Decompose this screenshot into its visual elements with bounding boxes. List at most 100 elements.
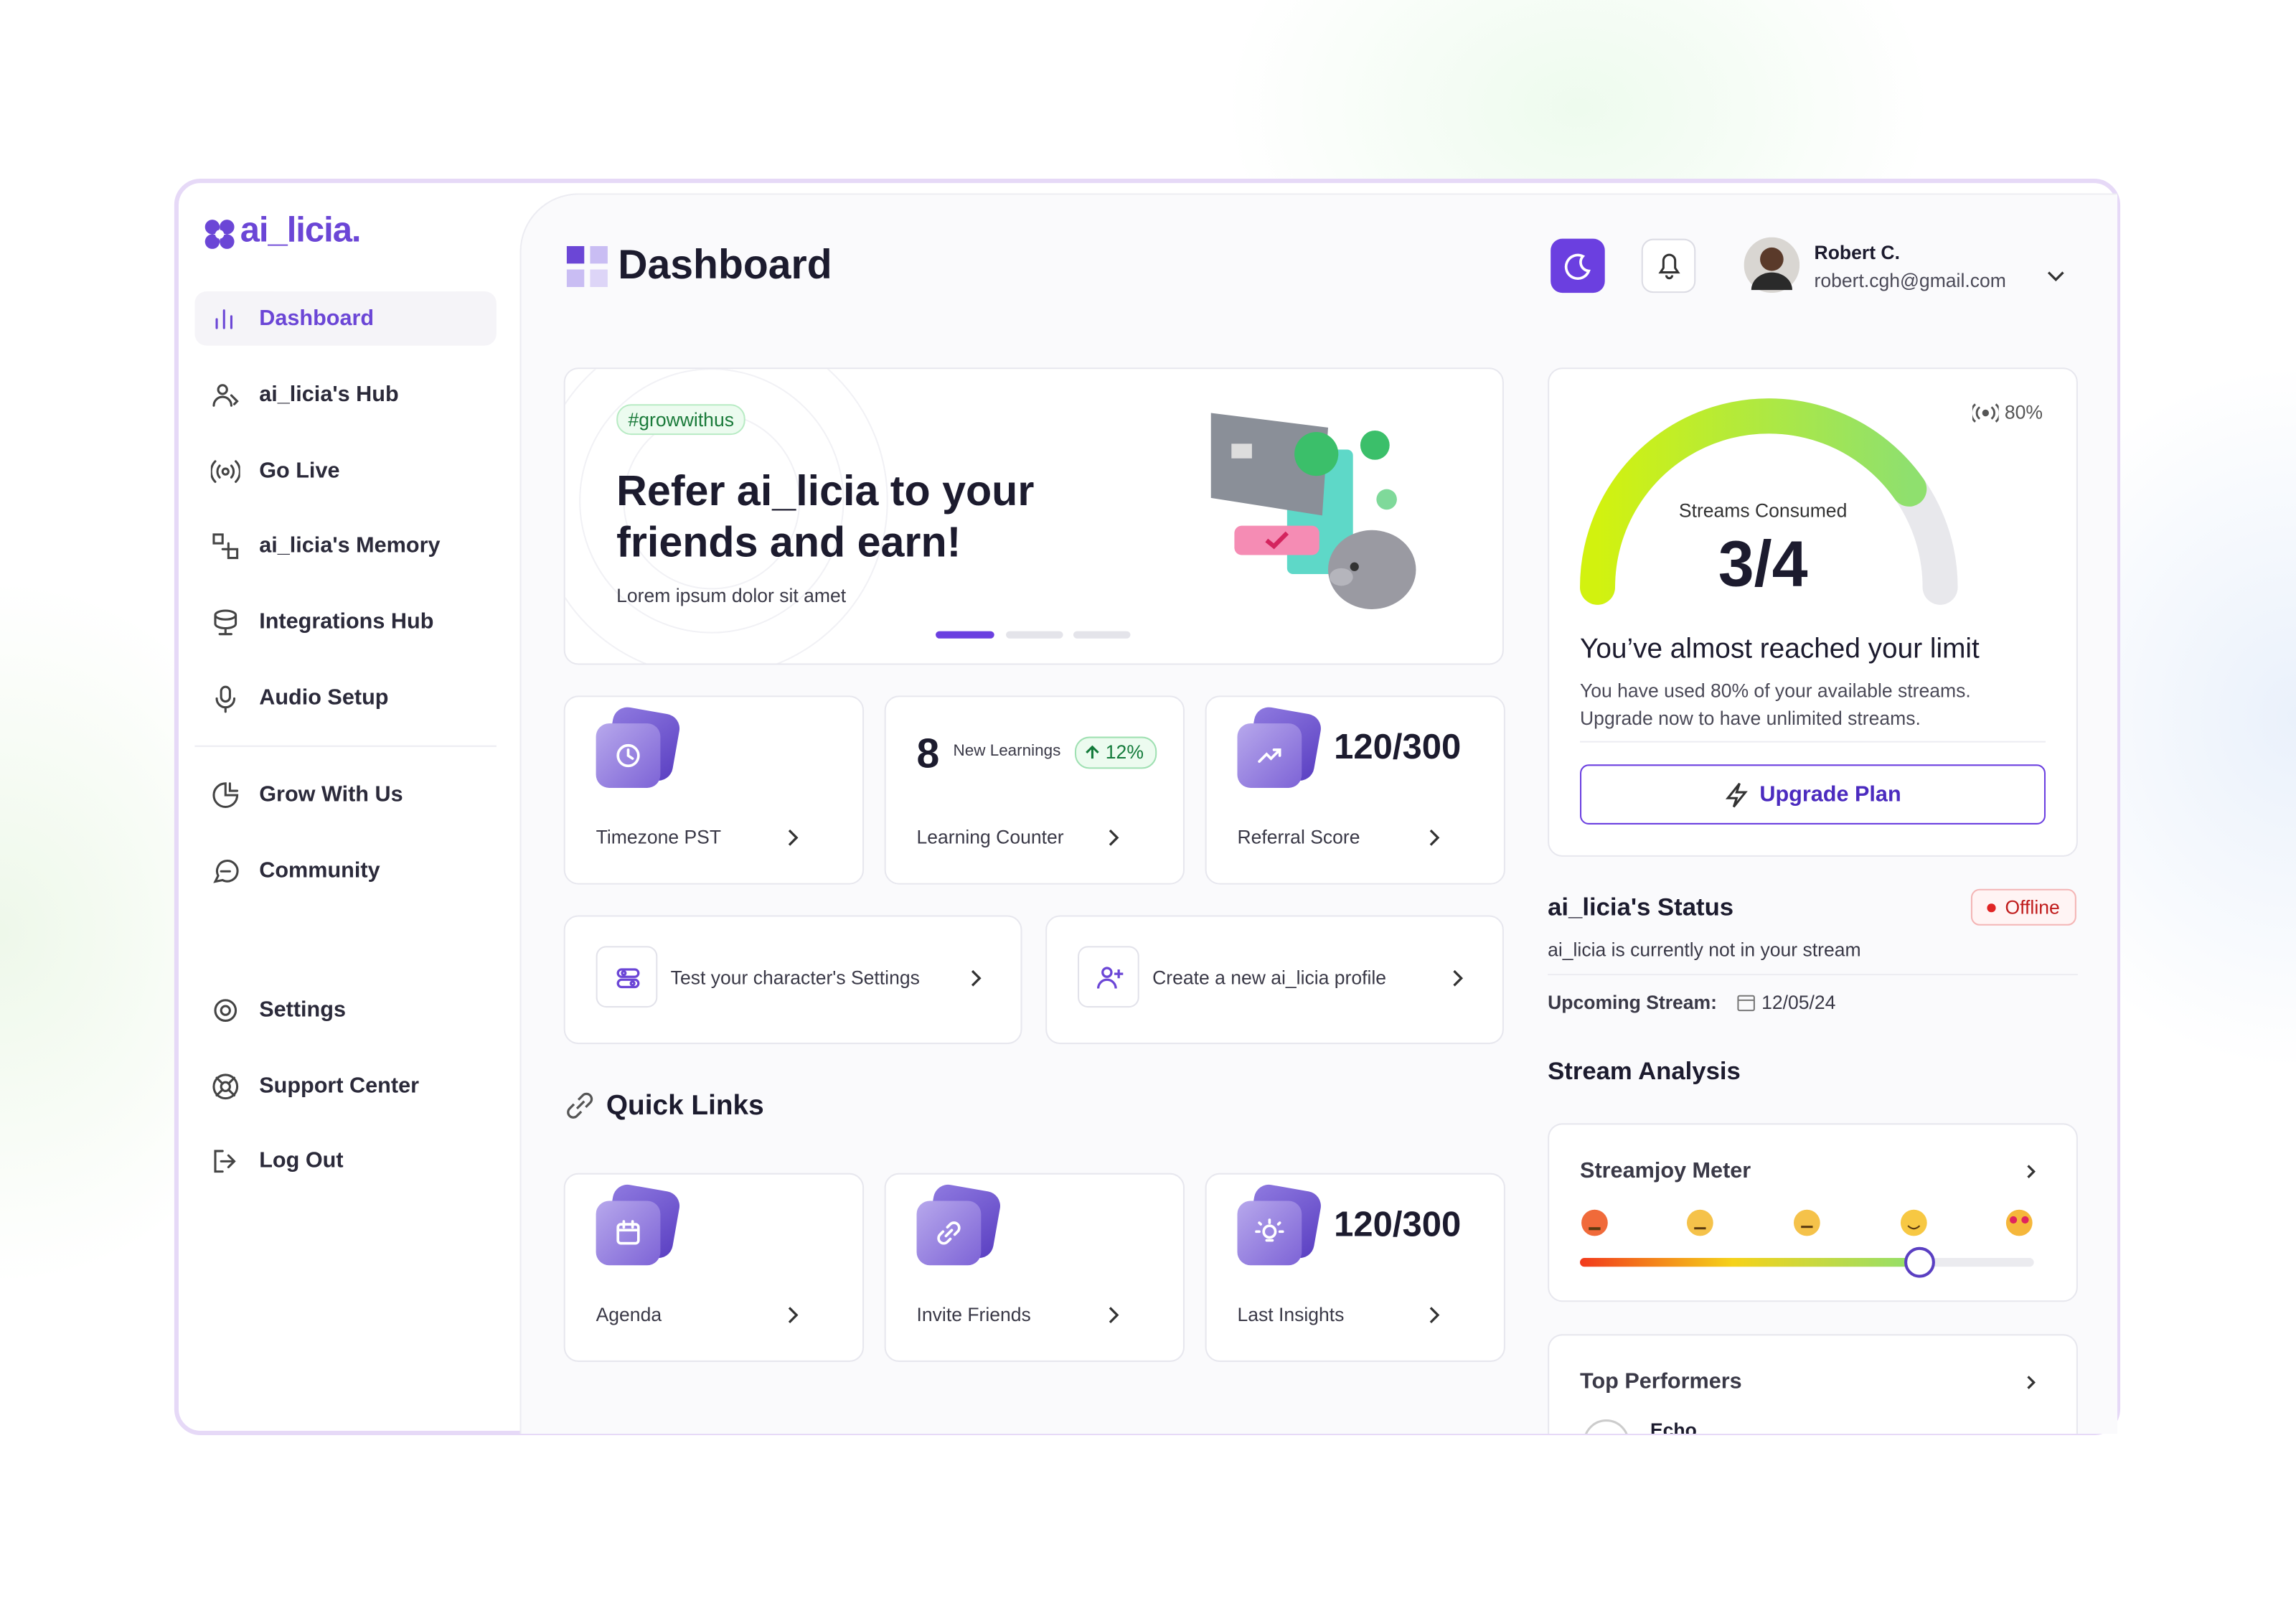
chevron <box>1429 1307 1440 1323</box>
nav-icon <box>213 860 239 883</box>
nav-icon <box>214 999 237 1022</box>
action-icon <box>1078 946 1139 1008</box>
nav-item[interactable]: Dashboard <box>259 306 375 332</box>
page-title: Dashboard <box>618 241 832 287</box>
meter-scale <box>1580 1209 2034 1278</box>
usage-caption: Streams Consumed <box>1678 499 1848 522</box>
banner-illustration <box>1210 413 1416 609</box>
nav-item[interactable]: ai_licia's Memory <box>259 533 441 559</box>
performer-name: Echo <box>1650 1419 1697 1434</box>
chevron <box>1453 969 1464 987</box>
stat-label: Referral Score <box>1237 826 1360 848</box>
carousel-dot[interactable] <box>1006 631 1063 639</box>
carousel-dot[interactable] <box>936 631 994 639</box>
banner-tag: #growwithus <box>616 404 746 436</box>
stat-label: Timezone PST <box>596 826 722 848</box>
nav-item[interactable]: Community <box>259 858 380 883</box>
upcoming-label: Upcoming Stream: <box>1548 991 1717 1014</box>
usage-value: 3/4 <box>1718 528 1808 601</box>
icon-tile <box>916 1201 982 1266</box>
nav-icon <box>212 782 239 808</box>
banner-title: Refer ai_licia to your friends and earn! <box>616 469 1035 567</box>
nav-item[interactable]: Grow With Us <box>259 781 403 807</box>
stat-value: 8 <box>916 731 940 776</box>
nav-icon <box>212 383 239 407</box>
upcoming-date: 12/05/24 <box>1761 991 1836 1014</box>
nav-item[interactable]: ai_licia's Hub <box>259 382 399 407</box>
nav-icon <box>214 609 237 636</box>
banner-subtitle: Lorem ipsum dolor sit amet <box>616 584 847 606</box>
usage-text: You have used 80% of your available stre… <box>1580 679 1971 730</box>
usage-title: You’ve almost reached your limit <box>1580 634 1980 665</box>
calendar-icon <box>1737 995 1755 1012</box>
upgrade-label: Upgrade Plan <box>1759 781 1901 807</box>
usage-signal: 80% <box>2004 401 2043 423</box>
dashboard-icon <box>566 245 608 287</box>
action-label: Create a new ai_licia profile <box>1152 966 1387 989</box>
icon-tile <box>1237 1201 1302 1266</box>
chevron <box>971 969 982 987</box>
avatar <box>1744 237 1800 293</box>
divider <box>1548 974 2078 976</box>
status-badge-label: Offline <box>2005 896 2060 919</box>
theme-button[interactable] <box>1551 238 1605 293</box>
user-name: Robert C. <box>1814 241 1900 264</box>
nav-icon <box>212 1073 239 1099</box>
icon-tile <box>1237 723 1302 788</box>
stat-label: Agenda <box>596 1303 662 1325</box>
nav-item[interactable]: Log Out <box>259 1147 344 1173</box>
nav-item[interactable]: Settings <box>259 997 347 1023</box>
divider <box>194 745 497 747</box>
chevron <box>1429 829 1440 846</box>
chevron <box>788 1307 799 1323</box>
nav-icon <box>212 534 239 560</box>
nav-item[interactable]: Audio Setup <box>259 685 389 710</box>
divider <box>1580 741 2046 743</box>
signal-icon <box>1972 403 1999 423</box>
quick-links-title: Quick Links <box>606 1091 764 1122</box>
active-nav-bg <box>194 291 497 346</box>
user-menu-chevron[interactable] <box>2047 270 2064 284</box>
main-panel: Dashboard Robert C. robert.cgh@gmail.com… <box>519 193 2117 1434</box>
nav-icon <box>215 685 236 713</box>
stat-label: Learning Counter <box>916 826 1064 848</box>
stat-change: 12% <box>1074 736 1157 769</box>
nav-item[interactable]: Integrations Hub <box>259 609 434 635</box>
icon-tile <box>596 723 661 788</box>
stat-label: Invite Friends <box>916 1303 1031 1325</box>
icon-tile <box>596 1201 661 1266</box>
nav-item[interactable]: Go Live <box>259 457 340 483</box>
status-badge: Offline <box>1970 888 2076 926</box>
stat-card[interactable] <box>884 695 1185 885</box>
upgrade-button[interactable]: Upgrade Plan <box>1580 764 2046 825</box>
chevron <box>1109 1307 1119 1323</box>
action-label: Test your character's Settings <box>670 966 920 989</box>
stat-value: 120/300 <box>1334 728 1462 768</box>
action-icon <box>596 946 658 1008</box>
status-text: ai_licia is currently not in your stream <box>1548 939 1861 961</box>
user-email: robert.cgh@gmail.com <box>1814 269 2006 292</box>
nav-icon <box>215 309 232 329</box>
nav-item[interactable]: Support Center <box>259 1072 420 1098</box>
meter-title: Streamjoy Meter <box>1580 1158 1751 1183</box>
link-icon <box>567 1092 593 1119</box>
status-title: ai_licia's Status <box>1548 893 1734 921</box>
chevron <box>2027 1376 2036 1389</box>
nav-icon <box>214 1150 236 1173</box>
top-performers-title: Top Performers <box>1580 1369 1742 1394</box>
analysis-title: Stream Analysis <box>1548 1057 1741 1086</box>
performer-avatar <box>1585 1419 1628 1434</box>
top-performers-card[interactable] <box>1548 1334 2078 1434</box>
carousel-dot[interactable] <box>1073 631 1131 639</box>
chevron <box>2027 1165 2036 1178</box>
usage-gauge <box>1580 398 1958 605</box>
logo-icon <box>204 220 235 249</box>
brand: ai_licia. <box>240 210 362 250</box>
notification-button[interactable] <box>1641 238 1696 293</box>
chevron <box>1109 829 1119 846</box>
arrow-up <box>1086 745 1099 759</box>
stat-value: 120/300 <box>1334 1205 1462 1245</box>
chevron <box>788 829 799 846</box>
